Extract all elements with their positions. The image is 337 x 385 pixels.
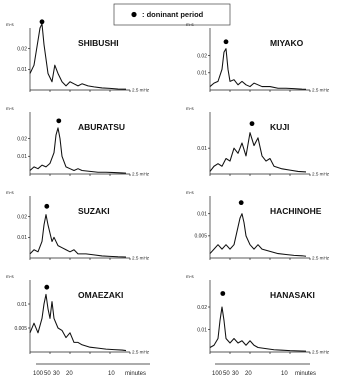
shibushi-dominant-period-marker — [39, 19, 45, 25]
miyako-spectrum-line — [209, 48, 307, 90]
panel-miyako: m-s 0.02 0.01 2.5 mHz MIYAKO — [186, 22, 330, 93]
hachinohe-y-tick-0-01: 0.01 — [197, 212, 207, 218]
shibushi-y-tick-0-01: 0.01 — [17, 67, 27, 73]
miyako-station-label: MIYAKO — [270, 38, 304, 48]
omaezaki-y-unit: m-s — [6, 274, 14, 279]
suzaki-dominant-period-marker — [44, 203, 50, 209]
suzaki-y-tick-0-01: 0.01 — [17, 235, 27, 241]
aburatsu-dominant-period-marker — [56, 118, 62, 124]
miyako-y-tick-0-01: 0.01 — [197, 71, 207, 77]
shibushi-y-tick-0-02: 0.02 — [17, 46, 27, 52]
hachinohe-station-label: HACHINOHE — [270, 206, 322, 216]
shibushi-x-end-label: 2.5 mHz — [132, 88, 150, 93]
legend: : doninant period — [113, 3, 231, 26]
legend-box — [113, 3, 231, 26]
hachinohe-x-end-label: 2.5 mHz — [312, 256, 330, 261]
hachinohe-spectrum-line — [209, 213, 307, 257]
period-label-10: 10 — [108, 371, 115, 377]
legend-text: : doninant period — [142, 10, 204, 19]
shibushi-spectrum-line — [29, 23, 127, 90]
miyako-y-tick-0-02: 0.02 — [197, 53, 207, 59]
omaezaki-dominant-period-marker — [44, 284, 50, 290]
kuji-dominant-period-marker — [249, 121, 255, 127]
hanasaki-y-tick-0-01: 0.01 — [197, 327, 207, 333]
miyako-x-end-label: 2.5 mHz — [312, 88, 330, 93]
aburatsu-station-label: ABURATSU — [78, 122, 125, 132]
period-label-100: 100 — [33, 371, 44, 377]
kuji-station-label: KUJI — [270, 122, 289, 132]
period-label-50: 50 — [44, 371, 51, 377]
suzaki-x-end-label: 2.5 mHz — [132, 256, 150, 261]
hachinohe-y-unit: m-s — [186, 190, 194, 195]
hanasaki-y-unit: m-s — [186, 274, 194, 279]
period-unit-right: minutes — [295, 371, 316, 377]
omaezaki-y-tick-0-01: 0.01 — [17, 302, 27, 308]
aburatsu-y-unit: m-s — [6, 106, 14, 111]
panel-shibushi: m-s 0.02 0.01 2.5 mHz SHIBUSHI — [6, 19, 150, 93]
period-label-30: 30 — [53, 371, 60, 377]
period-unit: minutes — [125, 371, 146, 377]
panel-suzaki: m-s 0.02 0.01 2.5 mHz SUZAKI — [6, 190, 150, 261]
period-label-10-right: 10 — [281, 371, 288, 377]
hachinohe-dominant-period-marker — [238, 200, 244, 206]
kuji-axes — [209, 112, 310, 175]
omaezaki-spectrum-line — [29, 293, 127, 352]
shibushi-y-unit: m-s — [6, 22, 14, 27]
panel-kuji: m-s 0.01 2.5 mHz KUJI — [186, 106, 330, 177]
panel-hachinohe: m-s 0.01 0.005 2.5 mHz HACHINOHE — [186, 190, 330, 261]
shibushi-station-label: SHIBUSHI — [78, 38, 119, 48]
panel-aburatsu: m-s 0.02 0.01 2.5 mHz ABURATSU — [6, 106, 150, 177]
period-label-30-right: 30 — [232, 371, 239, 377]
hanasaki-station-label: HANASAKI — [270, 290, 315, 300]
suzaki-station-label: SUZAKI — [78, 206, 110, 216]
kuji-x-end-label: 2.5 mHz — [312, 172, 330, 177]
period-label-100-right: 100 — [212, 371, 223, 377]
aburatsu-x-end-label: 2.5 mHz — [132, 172, 150, 177]
legend-marker — [131, 11, 137, 18]
kuji-spectrum-line — [209, 132, 307, 173]
period-label-20-right: 20 — [245, 371, 252, 377]
hanasaki-x-end-label: 2.5 mHz — [312, 350, 330, 355]
panels: m-s 0.02 0.01 2.5 mHz SHIBUSHI m-s 0.02 0.01 2.5… — [6, 19, 330, 355]
period-label-20: 20 — [66, 371, 73, 377]
suzaki-y-unit: m-s — [6, 190, 14, 195]
hanasaki-y-tick-0-02: 0.02 — [197, 305, 207, 311]
miyako-dominant-period-marker — [223, 39, 229, 45]
miyako-y-unit: m-s — [186, 22, 194, 27]
period-axis: 100 50 30 20 10 minutes 100 50 30 20 10 … — [33, 363, 316, 377]
aburatsu-spectrum-line — [29, 127, 127, 174]
panel-omaezaki: m-s 0.01 0.005 2.5 mHz OMAEZAKI — [6, 274, 150, 355]
suzaki-spectrum-line — [29, 214, 127, 258]
aburatsu-y-tick-0-01: 0.01 — [17, 154, 27, 160]
period-label-50-right: 50 — [223, 371, 230, 377]
omaezaki-x-end-label: 2.5 mHz — [132, 350, 150, 355]
panel-hanasaki: m-s 0.02 0.01 2.5 mHz HANASAKI — [186, 274, 330, 355]
suzaki-y-tick-0-02: 0.02 — [17, 214, 27, 220]
hanasaki-spectrum-line — [209, 306, 307, 352]
hachinohe-y-tick-0-005: 0.005 — [194, 234, 207, 240]
hanasaki-dominant-period-marker — [220, 291, 226, 296]
kuji-y-tick-0-01: 0.01 — [197, 146, 207, 152]
omaezaki-station-label: OMAEZAKI — [78, 290, 123, 300]
aburatsu-y-tick-0-02: 0.02 — [17, 136, 27, 142]
kuji-y-unit: m-s — [186, 106, 194, 111]
omaezaki-y-tick-0-005: 0.005 — [14, 326, 27, 332]
